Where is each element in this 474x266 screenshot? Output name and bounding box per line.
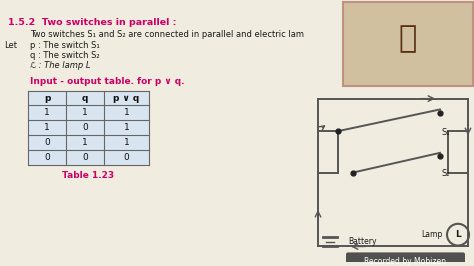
Text: 0: 0 [44,138,50,147]
Text: 0: 0 [82,123,88,132]
Text: 1: 1 [124,138,129,147]
Text: ℒ : The lamp L: ℒ : The lamp L [30,61,91,70]
Text: S₁: S₁ [442,128,451,137]
Text: Battery: Battery [348,237,376,246]
Text: 1: 1 [124,123,129,132]
Bar [343,2,473,86]
Text: S₂: S₂ [442,169,450,178]
Text: p: p [44,94,50,103]
Text: p ∨ q: p ∨ q [113,94,140,103]
Text: p : The switch S₁: p : The switch S₁ [30,41,100,51]
Text: 1: 1 [44,123,50,132]
Text: Lamp: Lamp [422,230,443,239]
Text: 0: 0 [124,153,129,162]
Text: q: q [82,94,88,103]
Text: 0: 0 [44,153,50,162]
Text: Two switches S₁ and S₂ are connected in parallel and electric lam: Two switches S₁ and S₂ are connected in … [30,30,304,39]
Text: Recorded by Mobizen: Recorded by Mobizen [365,257,447,266]
Text: q : The switch S₂: q : The switch S₂ [30,51,100,60]
Text: 1.5.2  Two switches in parallel :: 1.5.2 Two switches in parallel : [8,18,176,27]
Bar [28,91,149,165]
Text: Let: Let [4,41,17,51]
Text: Table 1.23: Table 1.23 [63,171,115,180]
Text: L: L [455,230,461,239]
Text: 👤: 👤 [399,24,417,53]
Text: 1: 1 [124,108,129,117]
Text: 1: 1 [44,108,50,117]
Text: 0: 0 [82,153,88,162]
Text: 1: 1 [82,138,88,147]
Text: 1: 1 [82,108,88,117]
FancyBboxPatch shape [346,252,465,266]
Text: Input - output table. for p ∨ q.: Input - output table. for p ∨ q. [30,77,184,86]
